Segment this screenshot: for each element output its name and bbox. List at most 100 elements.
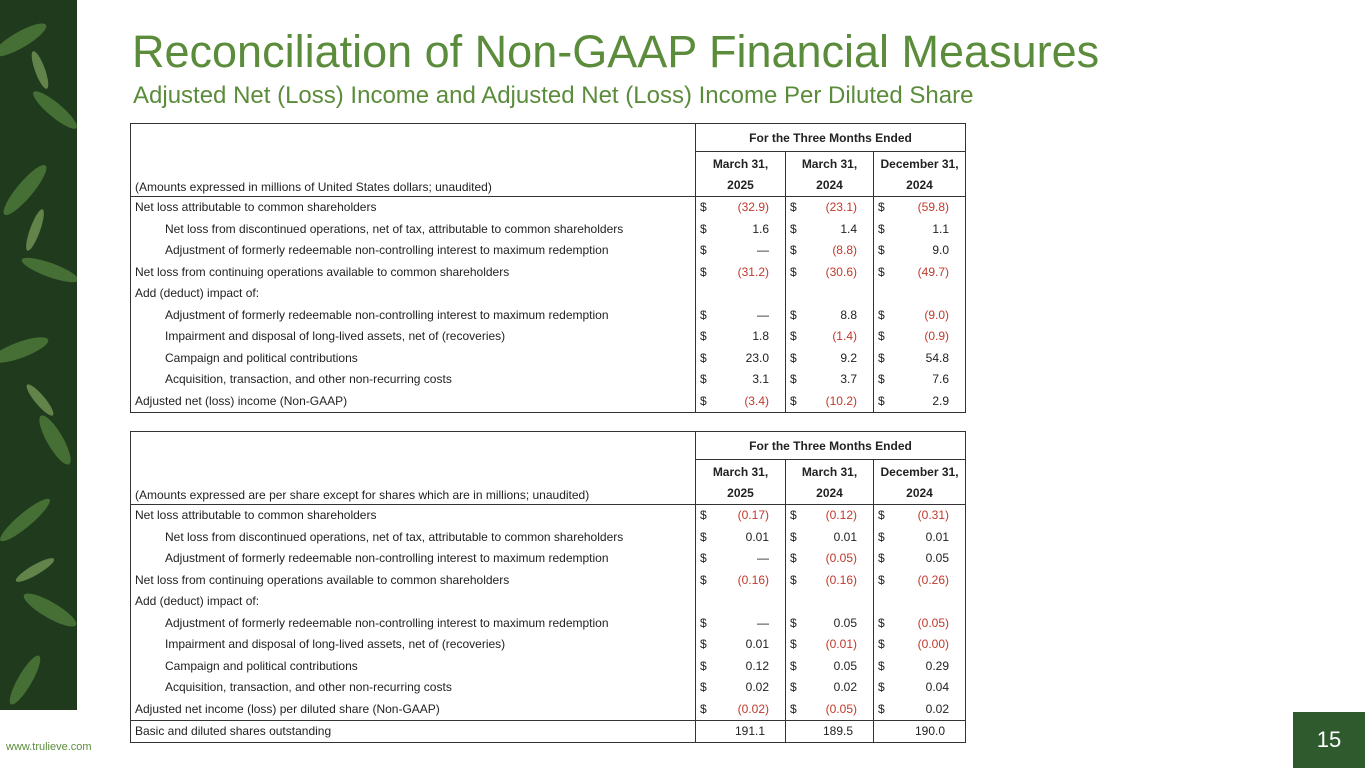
value: (0.05)	[917, 615, 950, 630]
value-wrap: $9.2	[787, 350, 874, 365]
column-header-line: 2024	[906, 177, 933, 192]
value-cell: $0.05	[785, 655, 874, 677]
value-cell: $ (59.8)	[872, 196, 967, 218]
value-wrap: $ —	[697, 616, 786, 630]
value-wrap: $3.7	[787, 372, 874, 387]
value-wrap: $ (0.02)	[697, 702, 786, 716]
value-cell: $0.01	[695, 633, 786, 655]
row-label: Net loss from continuing operations avai…	[130, 261, 696, 283]
value-cell: $54.8	[872, 347, 967, 369]
value-cell: $ (0.05)	[785, 547, 874, 569]
value: 3.7	[840, 372, 857, 387]
value: 2.9	[932, 393, 950, 408]
value: 0.05	[833, 615, 857, 630]
currency-symbol: $	[790, 615, 797, 630]
value-wrap: $0.01	[697, 529, 786, 544]
column-header: December 31, 2024	[872, 151, 967, 197]
value-cell: $ (0.05)	[872, 612, 967, 634]
value-cell: $ (0.00)	[872, 633, 967, 655]
value-wrap: $ (0.26)	[875, 573, 965, 587]
caption: (Amounts expressed are per share except …	[130, 459, 696, 505]
value-cell: $0.04	[872, 676, 967, 698]
value: (0.16)	[737, 572, 769, 587]
value-cell: $ (0.9)	[872, 325, 967, 347]
value-cell: $1.8	[695, 325, 786, 347]
currency-symbol: $	[878, 529, 885, 544]
value-cell	[872, 282, 967, 304]
value: (0.17)	[737, 508, 769, 523]
column-header-row: (Amounts expressed are per share except …	[130, 459, 967, 505]
column-header: December 31, 2024	[872, 459, 967, 505]
table-row: Impairment and disposal of long-lived as…	[130, 325, 967, 347]
value-cell: $3.1	[695, 368, 786, 390]
value-wrap: $ (0.9)	[875, 329, 965, 343]
value: (1.4)	[832, 329, 857, 344]
currency-symbol: $	[700, 350, 707, 365]
value: (31.2)	[737, 264, 769, 279]
currency-symbol: $	[700, 508, 707, 523]
value: 9.2	[840, 350, 857, 365]
value: (0.16)	[825, 572, 857, 587]
column-header-line: December 31,	[880, 156, 959, 171]
table-row: Acquisition, transaction, and other non-…	[130, 676, 967, 698]
currency-symbol: $	[790, 264, 797, 279]
currency-symbol: $	[878, 264, 885, 279]
value-cell: 191.1	[695, 719, 786, 743]
currency-symbol: $	[878, 350, 885, 365]
value-cell: $0.02	[695, 676, 786, 698]
currency-symbol: $	[700, 264, 707, 279]
table-row: Net loss attributable to common sharehol…	[130, 196, 967, 218]
row-label: Adjustment of formerly redeemable non-co…	[130, 239, 696, 261]
value: 1.1	[932, 221, 950, 236]
row-label: Add (deduct) impact of:	[130, 282, 696, 304]
value: (3.4)	[744, 393, 769, 408]
row-label: Net loss attributable to common sharehol…	[130, 504, 696, 526]
table-row: Net loss from discontinued operations, n…	[130, 218, 967, 240]
value-wrap: $ (0.12)	[787, 508, 874, 523]
value-cell: $ (0.02)	[695, 698, 786, 720]
value-wrap: $ (30.6)	[787, 264, 874, 279]
currency-symbol: $	[790, 329, 797, 344]
value-wrap: $ —	[697, 551, 786, 565]
value-wrap: $1.4	[787, 222, 874, 236]
value-wrap: $0.01	[697, 637, 786, 651]
value-cell: $ (30.6)	[785, 261, 874, 283]
value: 0.04	[925, 680, 950, 695]
value-wrap: $ (0.17)	[697, 508, 786, 523]
value-cell	[872, 590, 967, 612]
footer-url: www.trulieve.com	[6, 741, 92, 753]
table-row: Campaign and political contributions $0.1…	[130, 655, 967, 677]
value: (0.05)	[825, 551, 857, 566]
value-cell: 189.5	[785, 719, 874, 743]
currency-symbol: $	[790, 372, 797, 387]
value-wrap: $ (3.4)	[697, 393, 786, 408]
column-header-line: December 31,	[880, 464, 959, 479]
financial-table: For the Three Months Ended (Amounts expre…	[130, 431, 967, 743]
row-label: Net loss from discontinued operations, n…	[130, 218, 696, 240]
currency-symbol: $	[878, 658, 885, 673]
value: 0.01	[925, 529, 950, 544]
currency-symbol: $	[878, 680, 885, 695]
table-row: Impairment and disposal of long-lived as…	[130, 633, 967, 655]
column-header-line: 2024	[816, 485, 843, 500]
value: 0.29	[925, 658, 950, 673]
value-wrap: $ (49.7)	[875, 264, 965, 279]
value-wrap: $ (0.05)	[875, 615, 965, 630]
column-header: March 31, 2024	[785, 151, 874, 197]
value-cell: $ (3.4)	[695, 390, 786, 413]
value: (59.8)	[917, 200, 950, 215]
value: 9.0	[932, 243, 950, 258]
value: (0.12)	[825, 508, 857, 523]
currency-symbol: $	[790, 529, 797, 544]
value: (8.8)	[832, 243, 857, 258]
group-header-row: For the Three Months Ended	[130, 431, 967, 460]
value: 7.6	[932, 372, 950, 387]
value-wrap: $ (8.8)	[787, 243, 874, 258]
value-cell: $ (23.1)	[785, 196, 874, 218]
group-header: For the Three Months Ended	[694, 123, 967, 152]
value: 0.01	[745, 529, 769, 544]
value: (0.31)	[917, 508, 950, 523]
value: 8.8	[840, 307, 857, 322]
value-cell: $0.01	[695, 526, 786, 548]
